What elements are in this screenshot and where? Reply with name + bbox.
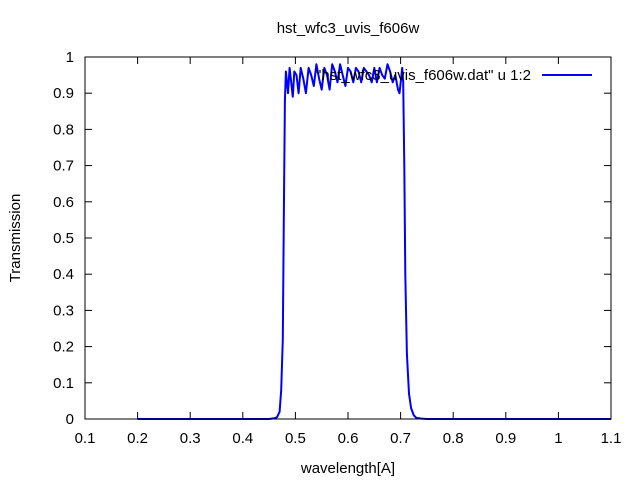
y-tick-label: 0.8 xyxy=(53,121,74,138)
x-axis-label: wavelength[A] xyxy=(300,460,395,477)
x-tick-label: 1.1 xyxy=(601,430,622,447)
y-tick-label: 0 xyxy=(66,411,74,428)
y-tick-label: 1 xyxy=(66,49,74,66)
y-tick-label: 0.7 xyxy=(53,158,74,175)
x-tick-label: 0.7 xyxy=(390,430,411,447)
x-tick-label: 0.1 xyxy=(75,430,96,447)
y-tick-label: 0.9 xyxy=(53,85,74,102)
x-tick-label: 0.4 xyxy=(232,430,253,447)
y-tick-label: 0.5 xyxy=(53,230,74,247)
y-tick-label: 0.6 xyxy=(53,194,74,211)
x-tick-label: 1 xyxy=(554,430,562,447)
plot-frame xyxy=(84,56,612,420)
y-tick-label: 0.3 xyxy=(53,302,74,319)
legend-label: "hst_wfc3_uvis_f606w.dat" u 1:2 xyxy=(316,67,531,84)
y-tick-label: 0.4 xyxy=(53,266,74,283)
y-tick-label: 0.1 xyxy=(53,375,74,392)
legend: "hst_wfc3_uvis_f606w.dat" u 1:2 xyxy=(316,67,592,84)
series-group xyxy=(137,63,611,420)
axis-ticks: 0.1 0.2 0.3 0.4 0.5 0.6 0.7 0.8 0.9 1 1.100.10.20.… xyxy=(53,49,621,447)
x-tick-label: 0.9 xyxy=(495,430,516,447)
x-tick-label: 0.6 xyxy=(338,430,359,447)
x-tick-label: 0.8 xyxy=(443,430,464,447)
y-tick-label: 0.2 xyxy=(53,339,74,356)
x-tick-label: 0.5 xyxy=(285,430,306,447)
series-line xyxy=(137,63,611,420)
chart-title: hst_wfc3_uvis_f606w xyxy=(277,20,420,37)
x-tick-label: 0.3 xyxy=(180,430,201,447)
y-axis-label: Transmission xyxy=(7,194,24,283)
x-tick-label: 0.2 xyxy=(127,430,148,447)
